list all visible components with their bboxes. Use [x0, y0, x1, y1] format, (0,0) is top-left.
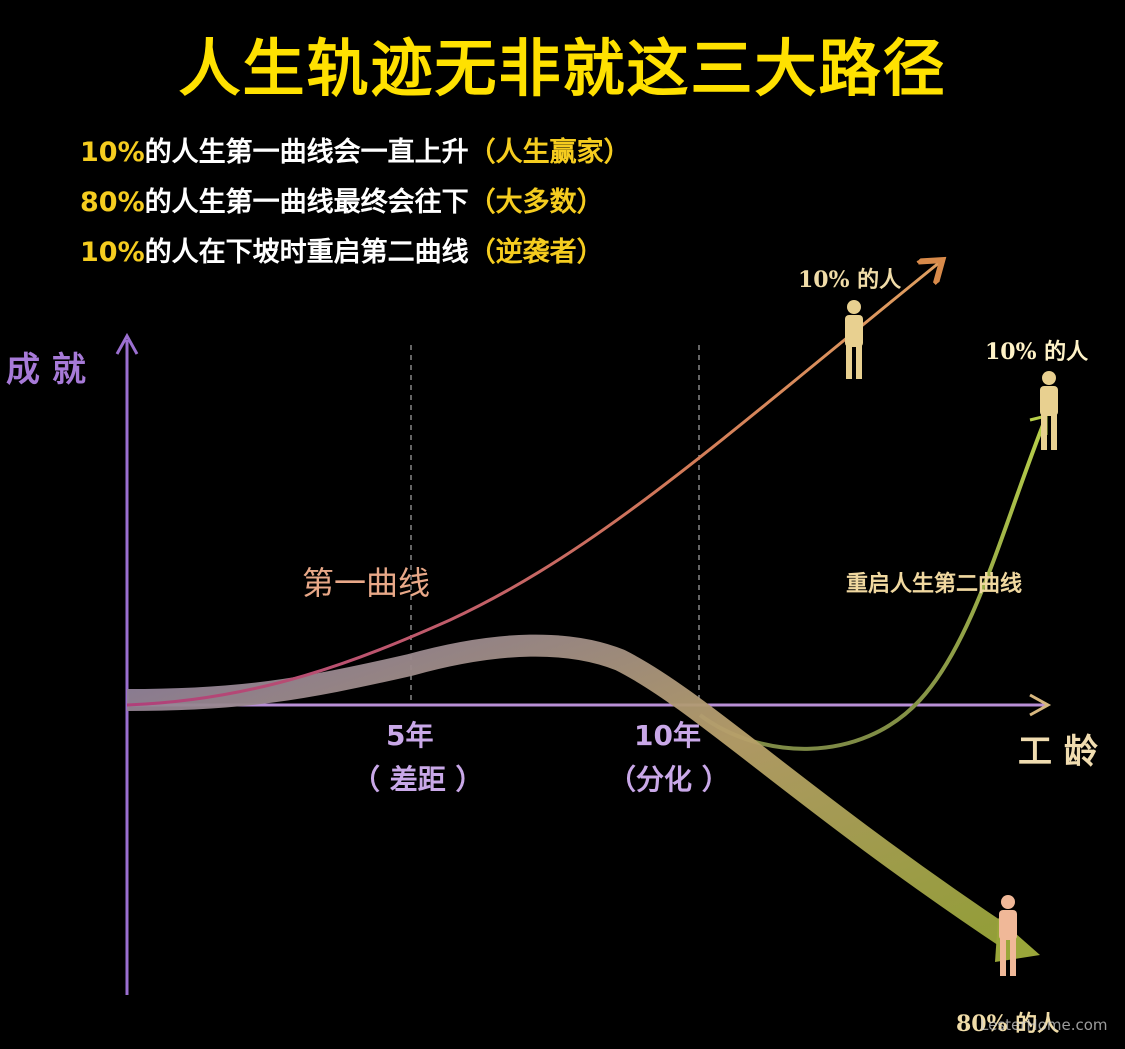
second-curve-label: 重启人生第二曲线 [846, 572, 1023, 597]
x-axis [127, 693, 1052, 717]
first-curve-line [126, 262, 940, 707]
decline-band [126, 634, 1017, 950]
outcome-top-label: 10% 的人 [798, 267, 902, 293]
person-figure-right [1040, 371, 1058, 450]
statement-text: 的人生第一曲线最终会往下 [144, 187, 469, 218]
person-figure-top [845, 300, 863, 379]
watermark: LesterHome.com [980, 1016, 1108, 1034]
statement-text: 的人生第一曲线会一直上升 [144, 137, 469, 168]
statement-tag: （逆袭者） [468, 237, 604, 268]
person-figure-bottom [999, 895, 1017, 976]
statement-majority: 80%的人生第一曲线最终会往下（大多数） [80, 180, 604, 219]
statement-tag: （人生赢家） [468, 137, 631, 168]
statement-percent: 10% [80, 237, 145, 268]
milestone-5yr-note: （ 差距 ） [352, 763, 484, 796]
y-axis-label: 成 就 [6, 350, 86, 390]
page-title: 人生轨迹无非就这三大路径 [178, 32, 947, 105]
x-axis-label: 工 龄 [1018, 732, 1098, 772]
statement-percent: 10% [80, 137, 145, 168]
outcome-bottom-label: 80% 的人 [956, 1011, 1060, 1037]
statement-tag: （大多数） [468, 187, 604, 218]
statement-comeback: 10%的人在下坡时重启第二曲线（逆袭者） [80, 230, 604, 269]
outcome-right-label: 10% 的人 [985, 339, 1089, 365]
y-axis [115, 332, 139, 995]
statement-winners: 10%的人生第一曲线会一直上升（人生赢家） [80, 130, 631, 169]
second-curve-line [698, 419, 1047, 751]
statement-percent: 80% [80, 187, 145, 218]
first-curve-label: 第一曲线 [302, 564, 431, 602]
milestone-5yr-label: 5年 [386, 719, 434, 752]
milestone-10yr-label: 10年 [634, 719, 701, 752]
statement-text: 的人在下坡时重启第二曲线 [144, 237, 469, 268]
milestone-10yr-note: （分化 ） [608, 763, 730, 796]
